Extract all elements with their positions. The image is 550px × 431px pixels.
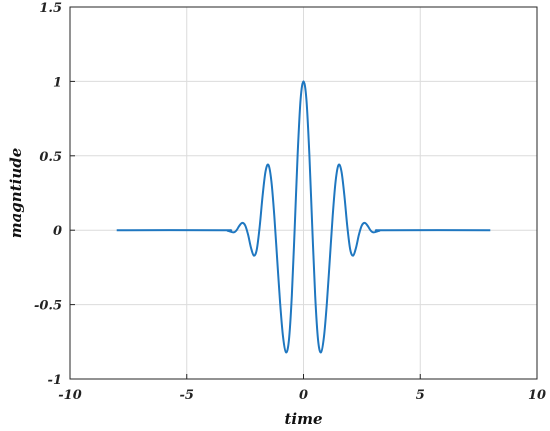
series-line-0 (116, 80, 491, 354)
y-tick-label: -0.5 (34, 299, 62, 314)
series-layer (116, 80, 491, 354)
x-ticks: -10 -5 0 5 10 (58, 374, 546, 403)
y-tick-label: 1.5 (39, 1, 62, 16)
x-tick-label: 0 (299, 388, 308, 403)
x-tick-label: -5 (180, 388, 194, 403)
x-tick-label: 5 (416, 388, 425, 403)
y-tick-label: -1 (48, 373, 62, 388)
grid-x (186, 7, 421, 379)
x-tick-label: -10 (58, 388, 82, 403)
y-axis-label: magntiude (7, 148, 25, 239)
y-tick-label: 0.5 (39, 150, 62, 165)
y-tick-label: 0 (53, 224, 62, 239)
y-ticks: -1 -0.5 0 0.5 1 1.5 (34, 1, 75, 388)
x-tick-label: 10 (528, 388, 546, 403)
y-tick-label: 1 (53, 75, 62, 90)
x-axis-label: time (284, 410, 322, 428)
